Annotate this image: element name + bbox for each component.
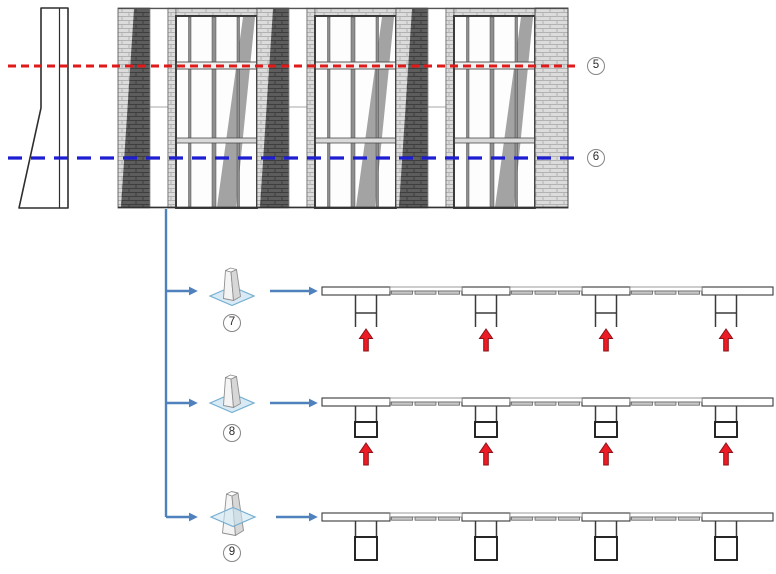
upper-section-line-badge: 5 — [587, 57, 605, 75]
cut-option-2-badge: 8 — [223, 424, 241, 442]
cut-option-3-badge: 9 — [223, 544, 241, 562]
plan-strip-7 — [322, 287, 773, 327]
lower-section-line-badge: 6 — [587, 149, 605, 167]
cut-plane-base-icon — [209, 374, 255, 414]
wall-elevation-view — [117, 7, 569, 209]
cut-plane-mid-icon — [210, 490, 256, 537]
wall-profile-view — [18, 7, 69, 209]
plan-strip-9 — [322, 513, 773, 561]
plan-strip-8 — [322, 398, 773, 438]
highlight-arrows-7 — [359, 328, 733, 352]
cut-plane-base-icon — [209, 267, 255, 307]
highlight-arrows-8 — [359, 442, 733, 466]
cut-option-1-badge: 7 — [223, 314, 241, 332]
flow-connector — [164, 209, 318, 522]
